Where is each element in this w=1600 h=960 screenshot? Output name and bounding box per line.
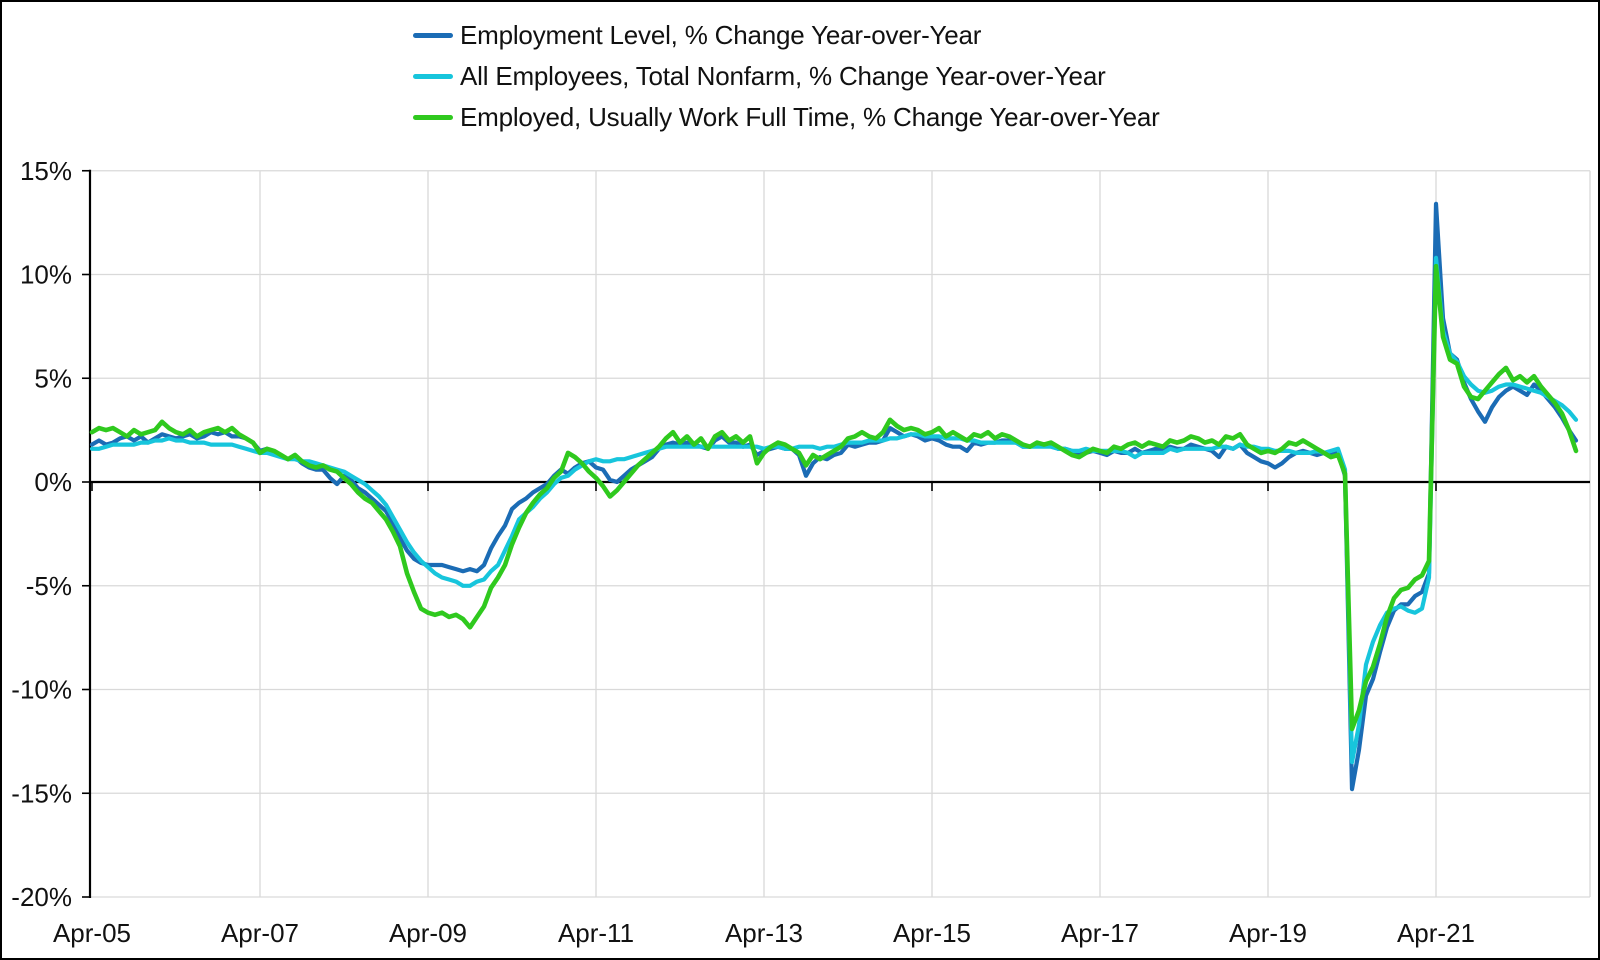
legend-swatch-full-time: [413, 115, 453, 120]
x-tick-label: Apr-09: [389, 918, 467, 948]
y-tick-label: -5%: [26, 571, 72, 601]
x-tick-label: Apr-07: [221, 918, 299, 948]
legend-swatch-total-nonfarm: [413, 74, 453, 79]
legend-item-employment-level: Employment Level, % Change Year-over-Yea…: [413, 15, 1160, 56]
series-line-total-nonfarm: [89, 255, 1579, 765]
x-tick-label: Apr-21: [1397, 918, 1475, 948]
x-tick-label: Apr-05: [53, 918, 131, 948]
y-tick-label: -10%: [11, 675, 72, 705]
chart-legend: Employment Level, % Change Year-over-Yea…: [413, 15, 1160, 138]
legend-swatch-employment-level: [413, 33, 453, 38]
x-tick-label: Apr-15: [893, 918, 971, 948]
y-tick-label: 5%: [34, 363, 72, 393]
y-tick-label: 0%: [34, 467, 72, 497]
y-tick-label: 15%: [20, 156, 72, 186]
legend-label-full-time: Employed, Usually Work Full Time, % Chan…: [460, 102, 1160, 132]
legend-item-total-nonfarm: All Employees, Total Nonfarm, % Change Y…: [413, 56, 1160, 97]
x-tick-label: Apr-17: [1061, 918, 1139, 948]
x-tick-label: Apr-19: [1229, 918, 1307, 948]
y-tick-label: 10%: [20, 260, 72, 290]
y-tick-label: -20%: [11, 882, 72, 912]
x-tick-label: Apr-13: [725, 918, 803, 948]
legend-label-total-nonfarm: All Employees, Total Nonfarm, % Change Y…: [460, 61, 1106, 91]
series-line-full-time: [89, 263, 1579, 732]
x-tick-label: Apr-11: [558, 918, 634, 948]
legend-item-full-time: Employed, Usually Work Full Time, % Chan…: [413, 97, 1160, 138]
legend-label-employment-level: Employment Level, % Change Year-over-Yea…: [460, 20, 982, 50]
y-tick-label: -15%: [11, 778, 72, 808]
